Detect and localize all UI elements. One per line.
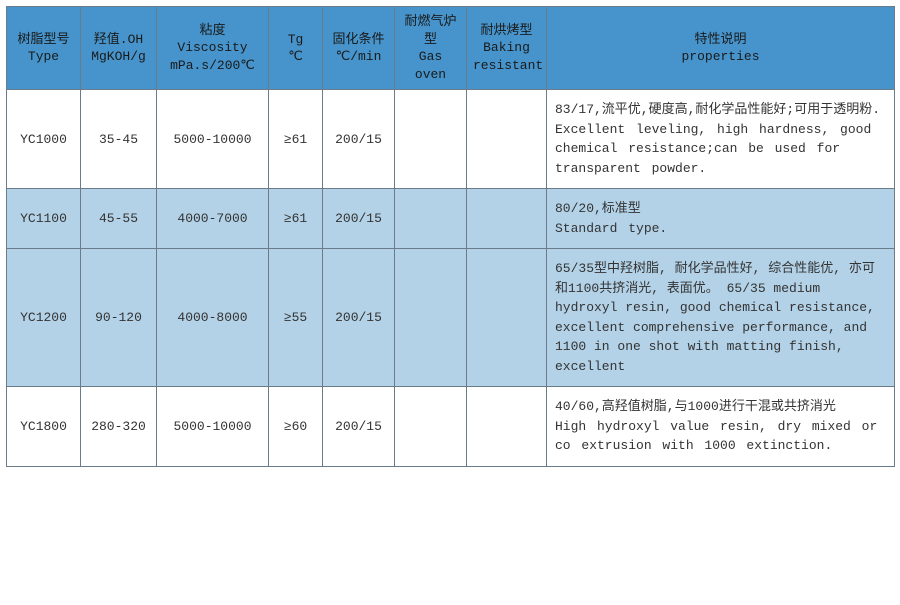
cell-tg: ≥61 [269, 90, 323, 189]
col-header-tg-zh: Tg [275, 31, 316, 49]
col-header-cure-zh: 固化条件 [329, 31, 388, 49]
col-header-viscosity-zh: 粘度 [163, 22, 262, 40]
table-row: YC1800 280-320 5000-10000 ≥60 200/15 40/… [7, 387, 895, 467]
cell-properties-zh: 83/17,流平优,硬度高,耐化学品性能好;可用于透明粉. [555, 100, 886, 120]
col-header-viscosity-en1: Viscosity [163, 39, 262, 57]
cell-cure: 200/15 [323, 90, 395, 189]
col-header-viscosity: 粘度 Viscosity mPa.s/200℃ [157, 7, 269, 90]
cell-gas [395, 189, 467, 249]
cell-properties: 80/20,标准型 Standard type. [547, 189, 895, 249]
col-header-viscosity-en2: mPa.s/200℃ [163, 57, 262, 75]
col-header-type: 树脂型号 Type [7, 7, 81, 90]
cell-oh: 280-320 [81, 387, 157, 467]
cell-cure: 200/15 [323, 387, 395, 467]
col-header-type-en: Type [13, 48, 74, 66]
cell-properties-en: Standard type. [555, 219, 886, 239]
col-header-tg-en: ℃ [275, 48, 316, 66]
cell-properties: 65/35型中羟树脂, 耐化学品性好, 综合性能优, 亦可和1100共挤消光, … [547, 249, 895, 387]
col-header-cure-en: ℃/min [329, 48, 388, 66]
cell-gas [395, 387, 467, 467]
cell-viscosity: 4000-8000 [157, 249, 269, 387]
cell-bake [467, 189, 547, 249]
col-header-prop: 特性说明 properties [547, 7, 895, 90]
cell-bake [467, 249, 547, 387]
col-header-oh-zh: 羟值.OH [87, 31, 150, 49]
col-header-prop-en: properties [553, 48, 888, 66]
cell-type: YC1800 [7, 387, 81, 467]
cell-oh: 35-45 [81, 90, 157, 189]
cell-type: YC1000 [7, 90, 81, 189]
cell-tg: ≥61 [269, 189, 323, 249]
cell-oh: 90-120 [81, 249, 157, 387]
cell-type: YC1200 [7, 249, 81, 387]
col-header-gas-en: Gas oven [401, 48, 460, 83]
col-header-oh: 羟值.OH MgKOH/g [81, 7, 157, 90]
col-header-type-zh: 树脂型号 [13, 31, 74, 49]
table-row: YC1200 90-120 4000-8000 ≥55 200/15 65/35… [7, 249, 895, 387]
col-header-bake: 耐烘烤型 Baking resistant [467, 7, 547, 90]
cell-properties-en: Excellent leveling, high hardness, good … [555, 120, 886, 179]
cell-cure: 200/15 [323, 189, 395, 249]
cell-properties-en: High hydroxyl value resin, dry mixed or … [555, 417, 886, 456]
cell-properties: 40/60,高羟值树脂,与1000进行干混或共挤消光 High hydroxyl… [547, 387, 895, 467]
table-row: YC1000 35-45 5000-10000 ≥61 200/15 83/17… [7, 90, 895, 189]
col-header-cure: 固化条件 ℃/min [323, 7, 395, 90]
cell-viscosity: 5000-10000 [157, 387, 269, 467]
col-header-bake-en2: resistant [473, 57, 540, 75]
cell-viscosity: 5000-10000 [157, 90, 269, 189]
cell-properties-zh: 65/35型中羟树脂, 耐化学品性好, 综合性能优, 亦可和1100共挤消光, … [555, 259, 886, 376]
cell-tg: ≥55 [269, 249, 323, 387]
table-body: YC1000 35-45 5000-10000 ≥61 200/15 83/17… [7, 90, 895, 467]
col-header-bake-zh: 耐烘烤型 [473, 22, 540, 40]
cell-properties: 83/17,流平优,硬度高,耐化学品性能好;可用于透明粉. Excellent … [547, 90, 895, 189]
col-header-gas-zh: 耐燃气炉型 [401, 13, 460, 48]
cell-properties-zh: 80/20,标准型 [555, 199, 886, 219]
resin-spec-table: 树脂型号 Type 羟值.OH MgKOH/g 粘度 Viscosity mPa… [6, 6, 895, 467]
col-header-tg: Tg ℃ [269, 7, 323, 90]
cell-gas [395, 249, 467, 387]
table-row: YC1100 45-55 4000-7000 ≥61 200/15 80/20,… [7, 189, 895, 249]
cell-bake [467, 387, 547, 467]
col-header-prop-zh: 特性说明 [553, 31, 888, 49]
cell-type: YC1100 [7, 189, 81, 249]
table-header-row: 树脂型号 Type 羟值.OH MgKOH/g 粘度 Viscosity mPa… [7, 7, 895, 90]
col-header-gas: 耐燃气炉型 Gas oven [395, 7, 467, 90]
col-header-oh-en: MgKOH/g [87, 48, 150, 66]
cell-oh: 45-55 [81, 189, 157, 249]
cell-properties-zh: 40/60,高羟值树脂,与1000进行干混或共挤消光 [555, 397, 886, 417]
cell-gas [395, 90, 467, 189]
col-header-bake-en1: Baking [473, 39, 540, 57]
cell-viscosity: 4000-7000 [157, 189, 269, 249]
cell-bake [467, 90, 547, 189]
cell-tg: ≥60 [269, 387, 323, 467]
cell-cure: 200/15 [323, 249, 395, 387]
